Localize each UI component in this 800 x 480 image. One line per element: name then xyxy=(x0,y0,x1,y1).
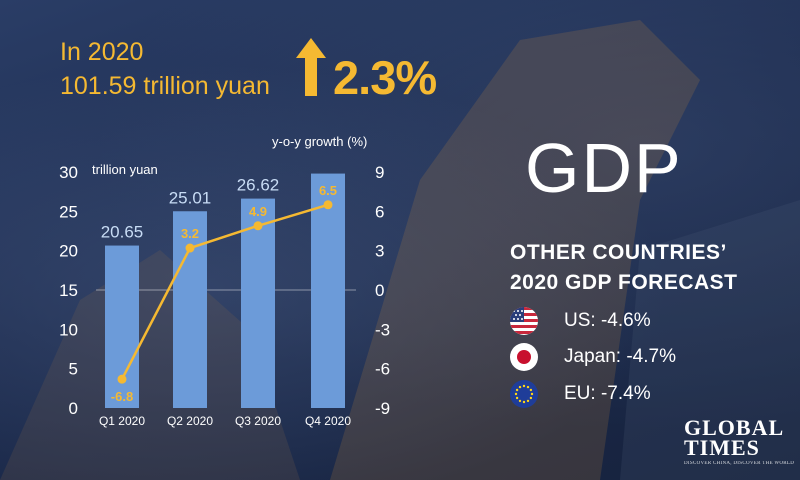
right-axis-tick: 3 xyxy=(375,242,384,261)
growth-point-label: -6.8 xyxy=(111,389,133,404)
forecast-title-line2: 2020 GDP FORECAST xyxy=(510,271,738,294)
brand-line1: GLOBAL xyxy=(684,415,785,440)
country-label-japan: Japan: -4.7% xyxy=(564,346,676,367)
gdp-bar-label: 20.65 xyxy=(101,223,144,242)
left-axis-tick: 30 xyxy=(59,163,78,182)
gdp-bar-label: 25.01 xyxy=(169,188,212,207)
category-label: Q1 2020 xyxy=(99,414,145,428)
headline-total: 101.59 trillion yuan xyxy=(60,72,270,100)
left-axis-title: trillion yuan xyxy=(92,162,158,177)
up-arrow-icon xyxy=(296,38,326,96)
right-axis-tick: -3 xyxy=(375,320,390,339)
eu-flag-icon xyxy=(510,380,538,408)
category-label: Q2 2020 xyxy=(167,414,213,428)
left-axis-tick: 15 xyxy=(59,281,78,300)
country-row-eu: EU: -7.4% xyxy=(510,380,651,408)
category-label: Q4 2020 xyxy=(305,414,351,428)
growth-point xyxy=(117,374,127,384)
country-row-japan: Japan: -4.7% xyxy=(510,343,676,371)
growth-point-label: 6.5 xyxy=(319,183,337,198)
forecast-title-line1: OTHER COUNTRIES’ xyxy=(510,241,727,264)
country-label-eu: EU: -7.4% xyxy=(564,383,651,404)
brand-tagline: DISCOVER CHINA, DISCOVER THE WORLD xyxy=(684,461,795,466)
global-times-logo: GLOBAL TIMES DISCOVER CHINA, DISCOVER TH… xyxy=(684,415,795,467)
left-axis-tick: 10 xyxy=(59,320,78,339)
country-label-us: US: -4.6% xyxy=(564,310,651,331)
right-axis-tick: 6 xyxy=(375,202,384,221)
gdp-bar xyxy=(241,198,275,408)
left-axis-tick: 0 xyxy=(69,399,78,418)
right-axis-tick: 9 xyxy=(375,163,384,182)
forecast-title: OTHER COUNTRIES’ 2020 GDP FORECAST xyxy=(510,238,738,298)
us-flag-icon xyxy=(510,307,538,335)
gdp-bar xyxy=(311,173,345,408)
category-label: Q3 2020 xyxy=(235,414,281,428)
growth-point-label: 3.2 xyxy=(181,226,199,241)
left-axis-tick: 20 xyxy=(59,242,78,261)
right-axis-title: y-o-y growth (%) xyxy=(272,134,368,149)
left-axis-tick: 25 xyxy=(59,202,78,221)
gdp-bar-label: 26.62 xyxy=(237,176,280,195)
right-axis-tick: -6 xyxy=(375,360,390,379)
growth-point xyxy=(323,200,333,210)
country-row-us: US: -4.6% xyxy=(510,307,651,335)
brand-line2: TIMES xyxy=(684,435,760,460)
headline-year: In 2020 xyxy=(60,38,144,66)
growth-point xyxy=(253,221,263,231)
growth-point xyxy=(185,243,195,253)
right-axis-tick: 0 xyxy=(375,281,384,300)
growth-line xyxy=(120,203,329,380)
gdp-title: GDP xyxy=(525,129,683,207)
japan-flag-icon xyxy=(510,343,538,371)
growth-point-label: 4.9 xyxy=(249,204,267,219)
right-axis-tick: -9 xyxy=(375,399,390,418)
left-axis-tick: 5 xyxy=(69,360,78,379)
growth-value: 2.3% xyxy=(333,51,437,104)
